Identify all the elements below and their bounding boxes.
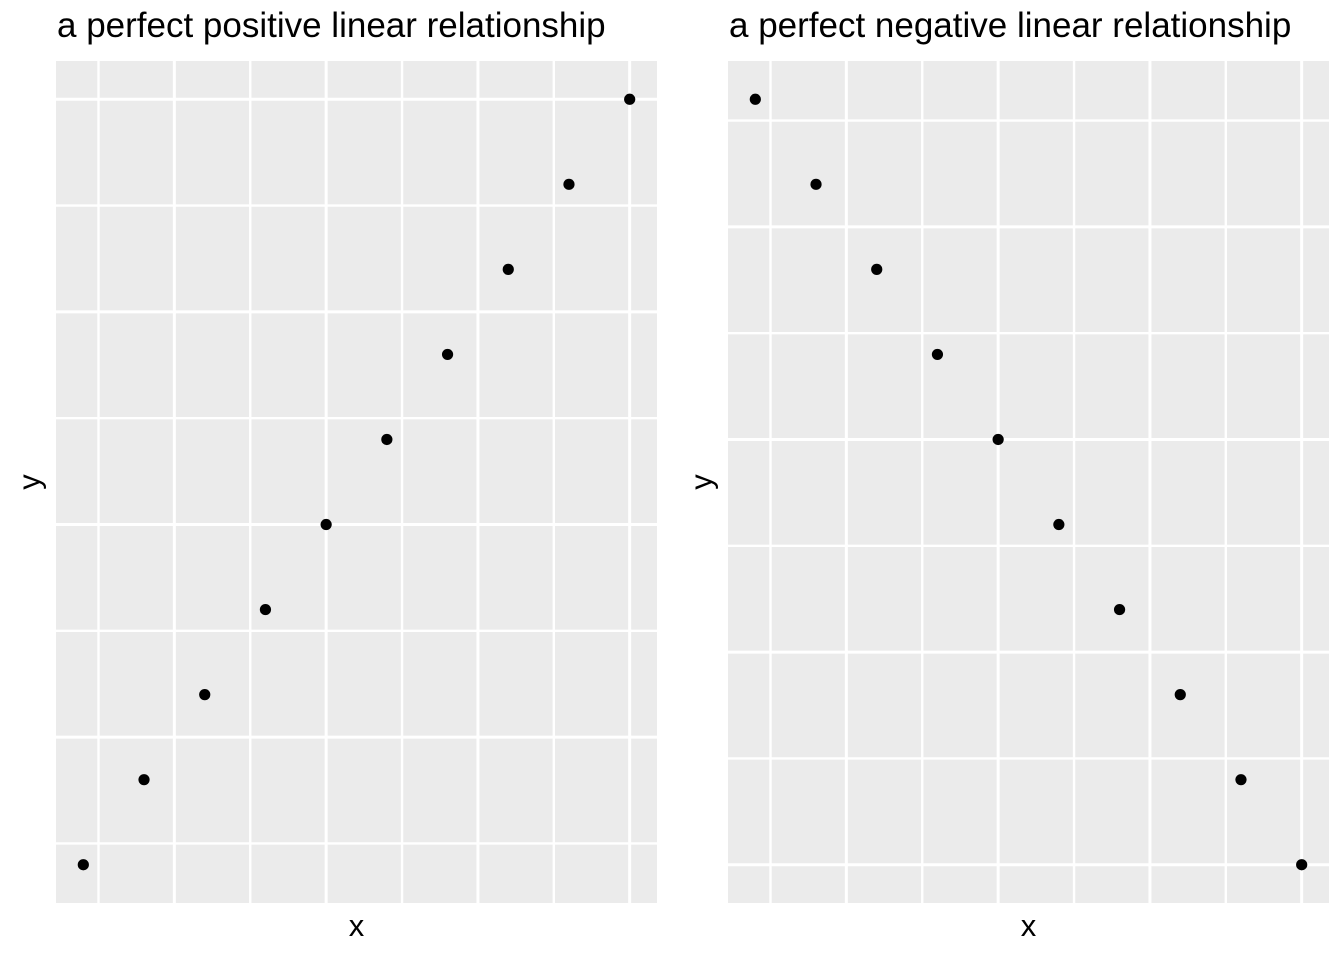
scatter-canvas-positive — [56, 61, 657, 903]
plot-panel — [56, 61, 657, 903]
plot-panel — [728, 61, 1329, 903]
y-axis-title: y — [11, 474, 47, 490]
scatter-canvas-negative — [728, 61, 1329, 903]
plot-positive-linear: a perfect positive linear relationship y… — [11, 6, 657, 943]
y-axis-title: y — [683, 474, 719, 490]
plot-title-positive: a perfect positive linear relationship — [57, 6, 606, 45]
x-axis-title: x — [348, 908, 365, 943]
plot-negative-linear: a perfect negative linear relationship y… — [672, 0, 1344, 960]
plot-title-negative: a perfect negative linear relationship — [729, 6, 1292, 45]
x-axis-title: x — [1020, 908, 1037, 943]
